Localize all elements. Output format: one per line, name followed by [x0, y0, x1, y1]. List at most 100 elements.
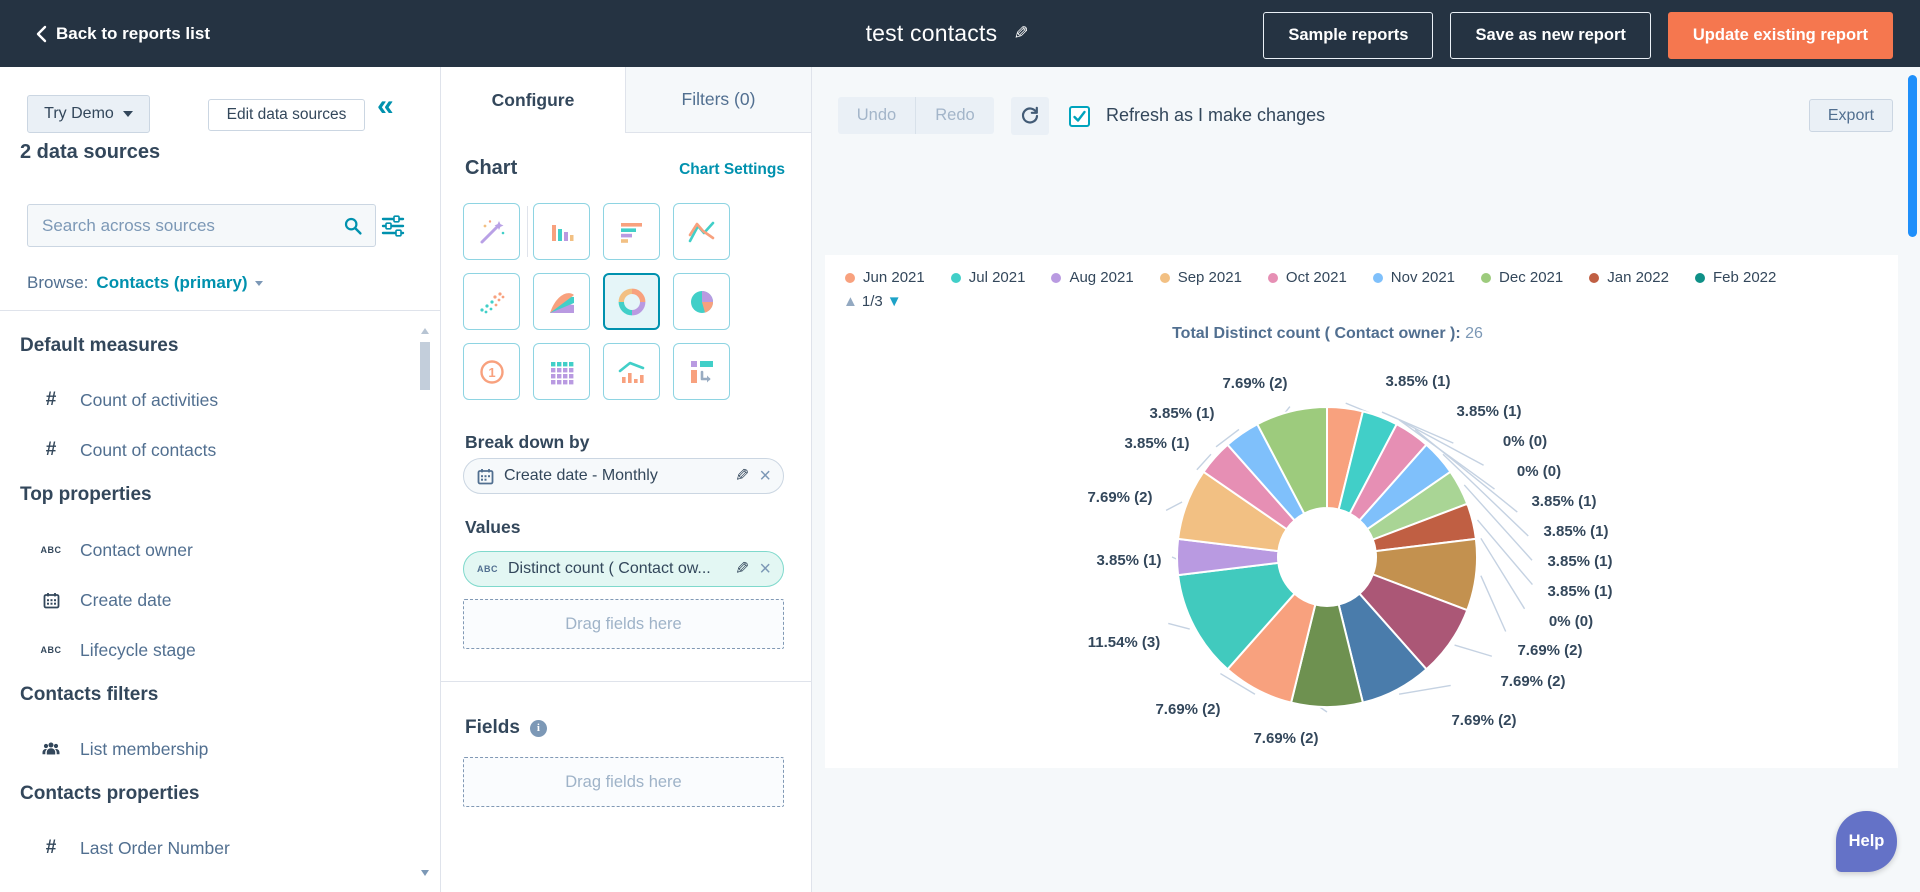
update-existing-report-button[interactable]: Update existing report: [1667, 12, 1893, 59]
list-item-create-date[interactable]: Create date: [40, 585, 171, 615]
slice-callout-label: 0% (0): [1549, 613, 1593, 630]
list-item-contact-owner[interactable]: ABC Contact owner: [40, 535, 193, 565]
top-navbar: Back to reports list test contacts ✎ Sam…: [0, 0, 1920, 67]
report-title: test contacts: [865, 20, 998, 46]
chart-type-combo[interactable]: [603, 343, 660, 400]
slice-callout-label: 7.69% (2): [1451, 712, 1516, 729]
chart-type-auto[interactable]: [463, 203, 520, 260]
edit-pencil-icon[interactable]: ✎: [735, 559, 750, 578]
callout-leader-line: [1381, 411, 1454, 444]
legend-dot-icon: [1481, 272, 1492, 283]
breakdown-chip-create-date-monthly[interactable]: Create date - Monthly ✎ ×: [463, 458, 784, 494]
back-to-reports-link[interactable]: Back to reports list: [36, 24, 210, 44]
chart-type-kpi[interactable]: 1: [463, 343, 520, 400]
legend-item[interactable]: Nov 2021: [1372, 269, 1455, 286]
chart-type-line[interactable]: [673, 203, 730, 260]
legend-dot-icon: [1267, 272, 1278, 283]
slice-callout-label: 3.85% (1): [1124, 435, 1189, 452]
remove-chip-icon[interactable]: ×: [759, 465, 771, 487]
page-scrollbar-thumb[interactable]: [1908, 75, 1917, 237]
slice-callout-label: 7.69% (2): [1087, 489, 1152, 506]
chart-title: Total Distinct count ( Contact owner ): …: [825, 325, 1830, 343]
chart-type-bar[interactable]: [603, 203, 660, 260]
search-icon[interactable]: [343, 216, 363, 236]
edit-data-sources-button[interactable]: Edit data sources: [208, 99, 365, 131]
legend-item[interactable]: Sep 2021: [1159, 269, 1242, 286]
chart-type-area[interactable]: [533, 273, 590, 330]
tab-configure[interactable]: Configure: [441, 67, 626, 133]
legend-item[interactable]: Dec 2021: [1481, 269, 1563, 286]
scroll-up-arrow-icon[interactable]: [421, 328, 429, 334]
line-chart-icon: [688, 221, 714, 242]
legend-item[interactable]: Jan 2022: [1589, 269, 1669, 286]
list-item-count-of-activities[interactable]: # Count of activities: [40, 385, 218, 415]
search-sources-box: [27, 204, 376, 247]
values-chip-distinct-count[interactable]: ABC Distinct count ( Contact ow... ✎ ×: [463, 551, 784, 587]
advanced-filters-icon[interactable]: [381, 215, 405, 237]
legend-item[interactable]: Jul 2021: [950, 269, 1026, 286]
slice-callout-label: 3.85% (1): [1456, 403, 1521, 420]
divider: [527, 206, 528, 257]
list-item-label: Contact owner: [80, 539, 193, 560]
fields-dropzone[interactable]: Drag fields here: [463, 757, 784, 807]
legend-page-down-icon[interactable]: ▼: [886, 293, 902, 310]
text-field-icon: ABC: [40, 545, 62, 555]
export-button[interactable]: Export: [1809, 99, 1893, 132]
save-as-new-report-button[interactable]: Save as new report: [1450, 12, 1651, 59]
breakdown-heading: Break down by: [465, 432, 590, 452]
kpi-number-icon: 1: [479, 359, 504, 384]
help-button[interactable]: Help: [1836, 811, 1897, 872]
slice-callout-label: 0% (0): [1503, 433, 1547, 450]
legend-label: Dec 2021: [1499, 269, 1564, 286]
slice-callout-label: 7.69% (2): [1222, 375, 1287, 392]
list-item-last-order-number[interactable]: # Last Order Number: [40, 833, 230, 863]
pie-slice[interactable]: [1256, 406, 1328, 515]
redo-button[interactable]: Redo: [916, 97, 994, 134]
tab-filters[interactable]: Filters (0): [626, 67, 811, 133]
slice-callout-label: 7.69% (2): [1155, 701, 1220, 718]
chip-label: Distinct count ( Contact ow...: [508, 560, 711, 577]
info-icon[interactable]: i: [529, 719, 547, 737]
legend-label: Jul 2021: [968, 269, 1026, 286]
sample-reports-button[interactable]: Sample reports: [1263, 12, 1434, 59]
slice-callout-label: 3.85% (1): [1096, 552, 1161, 569]
legend-item[interactable]: Aug 2021: [1051, 269, 1134, 286]
legend-label: Jan 2022: [1607, 269, 1669, 286]
legend-item[interactable]: Feb 2022: [1694, 269, 1776, 286]
chart-type-column[interactable]: [533, 203, 590, 260]
list-item-count-of-contacts[interactable]: # Count of contacts: [40, 435, 217, 465]
column-chart-icon: [551, 224, 573, 241]
chart-type-pie[interactable]: [673, 273, 730, 330]
divider: [0, 310, 440, 311]
callout-leader-line: [1442, 453, 1529, 537]
edit-pencil-icon[interactable]: ✎: [735, 466, 750, 485]
collapse-sidebar-icon[interactable]: «: [377, 89, 394, 122]
chart-settings-link[interactable]: Chart Settings: [679, 161, 785, 178]
callout-leader-line: [1398, 419, 1484, 466]
try-demo-dropdown[interactable]: Try Demo: [27, 95, 150, 133]
chart-type-donut-selected[interactable]: [603, 273, 660, 330]
sidebar-scrollbar[interactable]: [419, 320, 432, 880]
callout-leader-line: [1476, 519, 1533, 586]
remove-chip-icon[interactable]: ×: [759, 558, 771, 580]
values-dropzone[interactable]: Drag fields here: [463, 599, 784, 649]
legend-item[interactable]: Jun 2021: [845, 269, 925, 286]
chart-type-pivot[interactable]: [673, 343, 730, 400]
list-item-list-membership[interactable]: List membership: [40, 734, 208, 764]
list-item-lifecycle-stage[interactable]: ABC Lifecycle stage: [40, 635, 196, 665]
refresh-button[interactable]: [1011, 97, 1049, 135]
legend-item[interactable]: Oct 2021: [1267, 269, 1347, 286]
chart-type-table[interactable]: [533, 343, 590, 400]
refresh-as-i-make-changes-checkbox[interactable]: [1069, 106, 1090, 127]
edit-title-pencil-icon[interactable]: ✎: [1013, 23, 1029, 43]
pie-chart-icon: [690, 290, 713, 313]
scrollbar-thumb[interactable]: [420, 342, 430, 390]
browse-source-dropdown[interactable]: Contacts (primary): [96, 273, 263, 293]
magic-wand-icon: [480, 219, 504, 243]
scroll-down-arrow-icon[interactable]: [421, 870, 429, 876]
legend-label: Aug 2021: [1069, 269, 1134, 286]
undo-button[interactable]: Undo: [838, 97, 916, 134]
chart-type-scatter[interactable]: [463, 273, 520, 330]
search-input[interactable]: [28, 215, 343, 236]
legend-page-up-icon[interactable]: ▲: [843, 293, 858, 310]
